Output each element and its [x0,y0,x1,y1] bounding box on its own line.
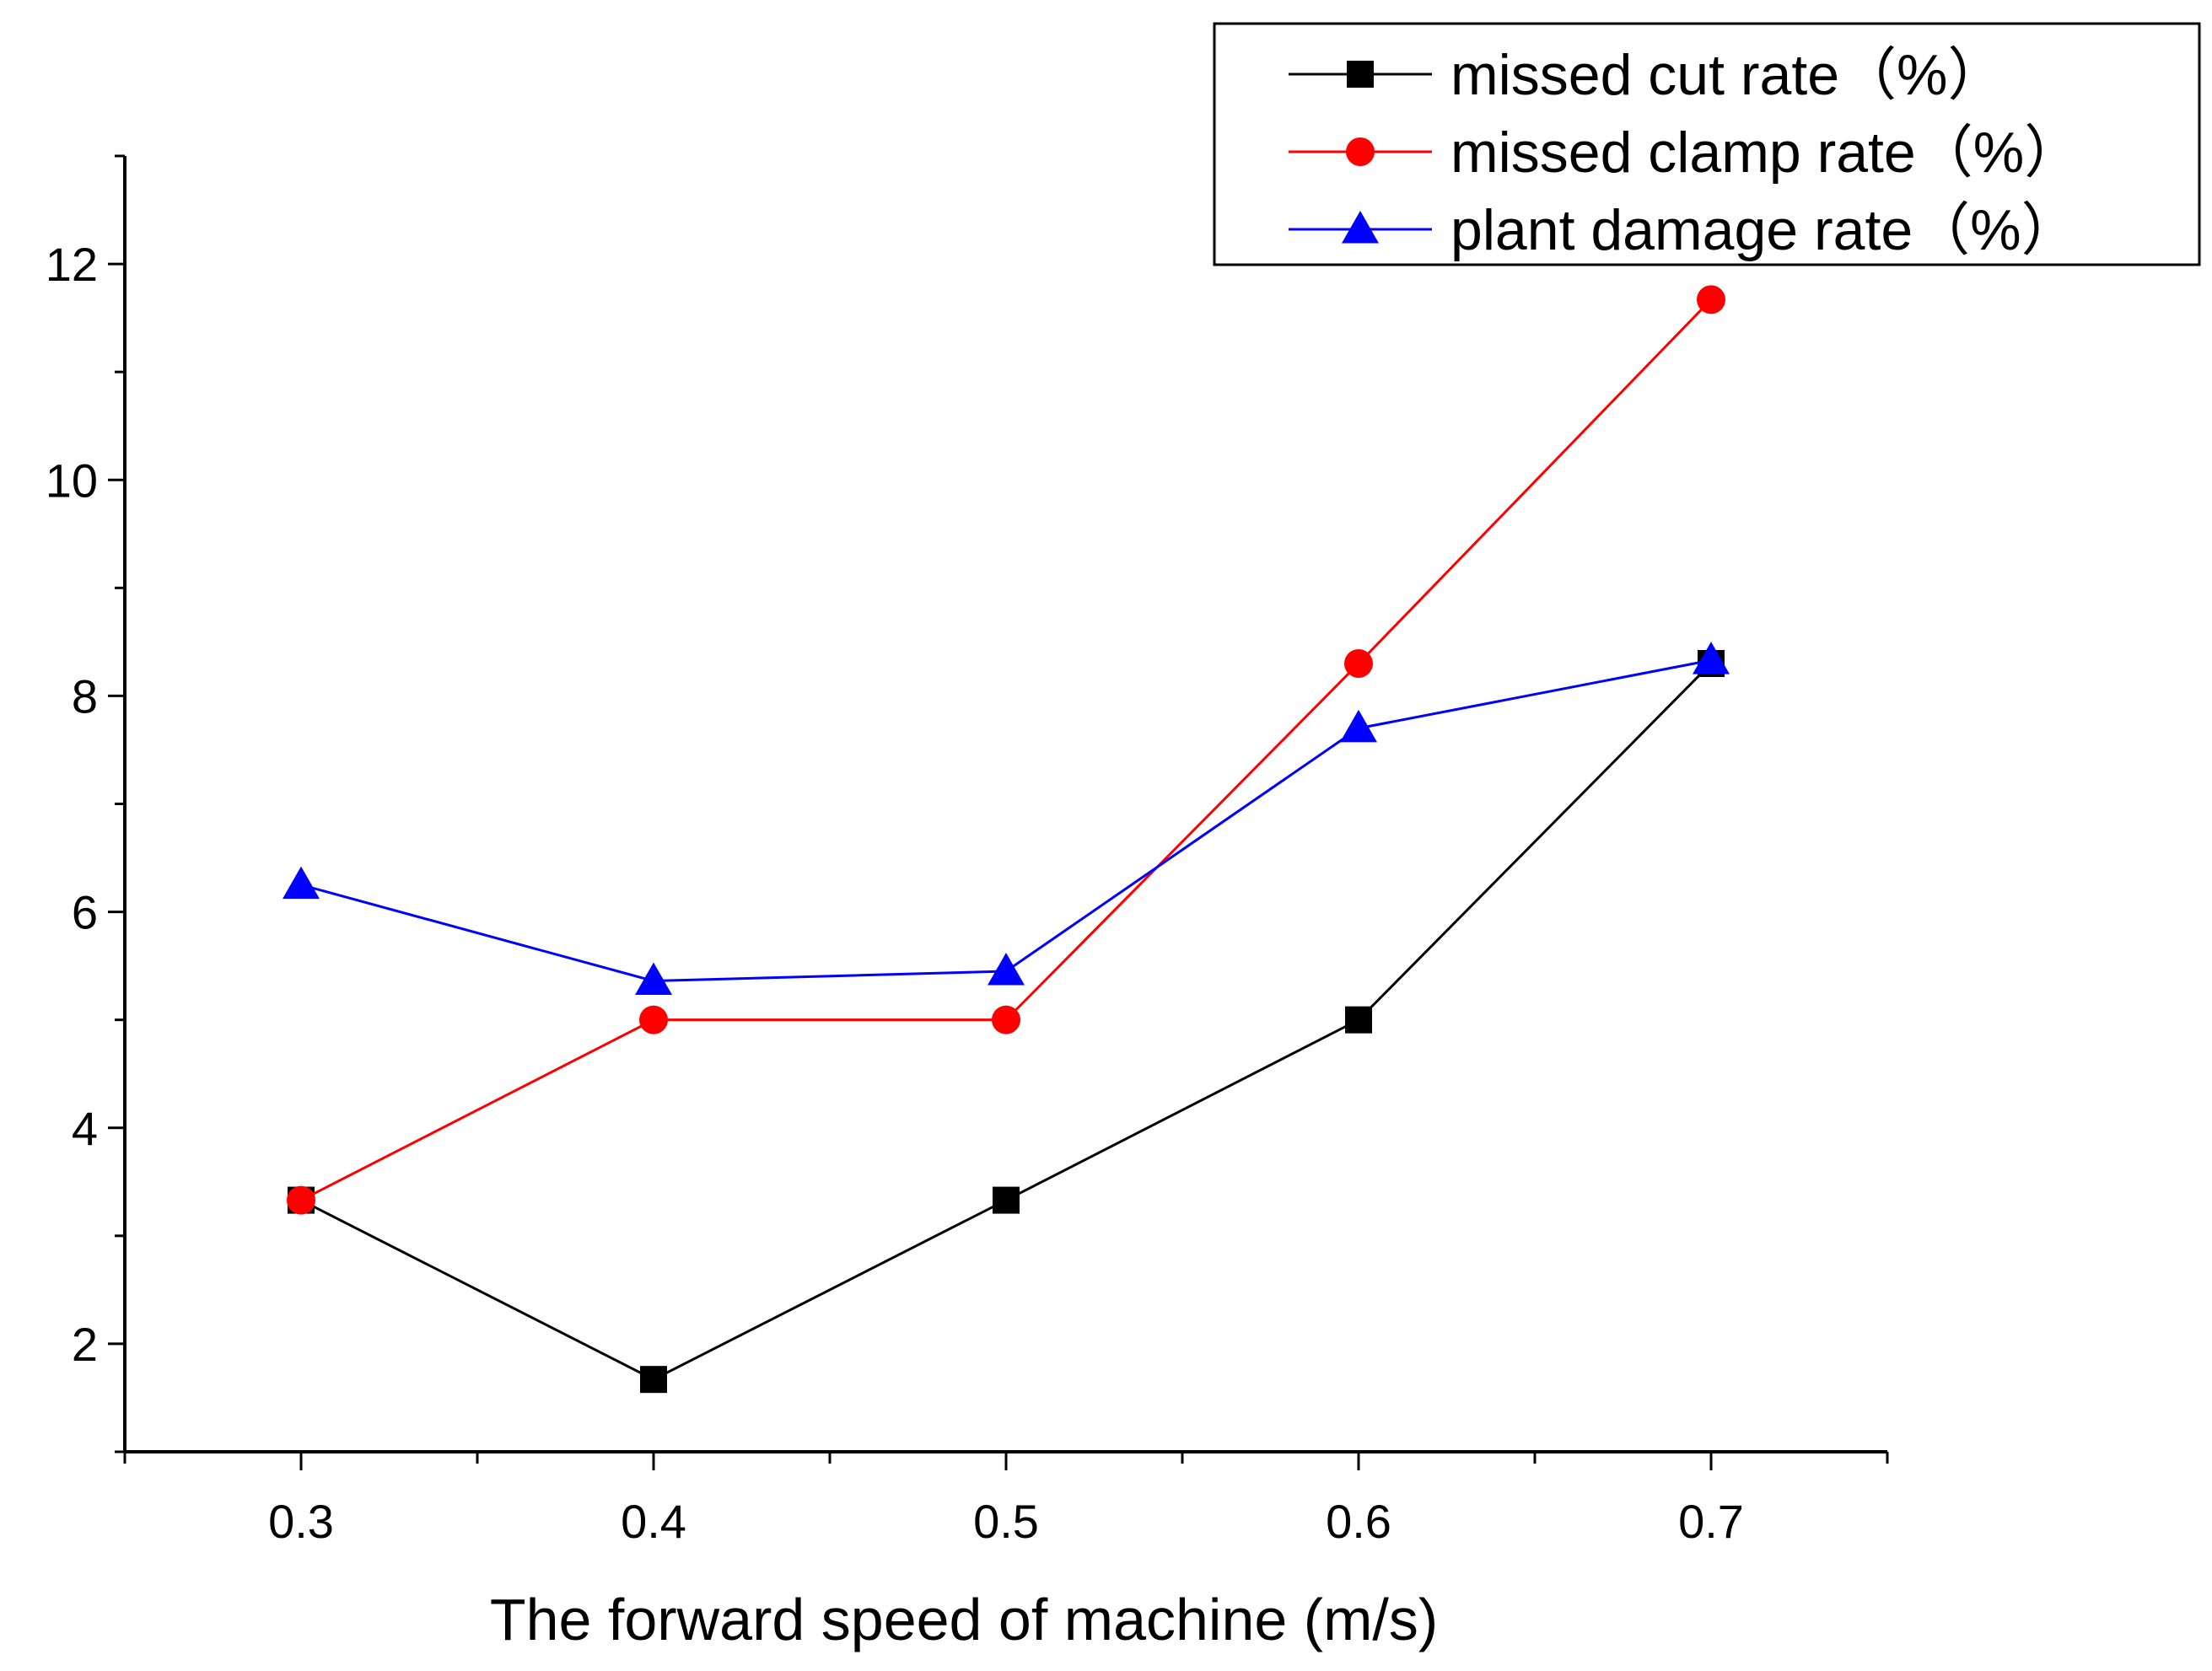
data-point-missed-clamp-rate [992,1005,1020,1034]
legend-label-plant-damage-rate: plant damage rate（%） [1450,198,2079,262]
y-tick-label: 8 [72,669,98,723]
data-point-missed-cut-rate [1345,1006,1372,1034]
x-axis-title: The forward speed of machine (m/s) [490,1587,1438,1652]
ticks [108,154,1889,1470]
data-point-plant-damage-rate [635,962,672,996]
data-point-plant-damage-rate [1340,709,1377,743]
data-point-plant-damage-rate [1693,642,1730,674]
x-tick-label: 0.5 [973,1495,1039,1548]
data-point-plant-damage-rate [988,953,1025,986]
axes [123,156,1887,1453]
data-point-missed-clamp-rate [287,1185,315,1215]
legend-label-missed-cut-rate: missed cut rate（%） [1450,43,2005,107]
y-tick-label: 12 [46,238,98,291]
data-point-missed-clamp-rate [1344,648,1373,678]
legend: missed cut rate（%） missed clamp rate（%） pl… [1213,22,2201,266]
legend-marker-plant-damage-rate [1342,211,1379,244]
y-tick-label: 2 [72,1318,98,1371]
x-tick-label: 0.7 [1678,1495,1744,1548]
legend-label-missed-clamp-rate: missed clamp rate（%） [1450,121,2081,185]
tick-labels: 2 4 6 8 10 12 0.3 0.4 0.5 0.6 0.7 [46,238,1744,1548]
series-plant-damage-rate [283,642,1730,996]
y-tick-label: 6 [72,886,98,939]
series-line-missed-clamp-rate [300,298,1713,1201]
legend-box [1213,22,2201,266]
legend-marker-missed-clamp-rate [1346,137,1375,166]
series-line-plant-damage-rate [300,658,1712,983]
y-tick-label: 10 [46,454,98,507]
series-layer [283,285,1730,1394]
x-tick-label: 0.6 [1326,1495,1391,1548]
data-point-plant-damage-rate [283,866,320,900]
x-tick-label: 0.4 [621,1495,686,1548]
data-point-missed-cut-rate [993,1186,1020,1214]
legend-marker-missed-cut-rate [1347,61,1374,88]
data-point-missed-cut-rate [640,1366,667,1394]
y-tick-label: 4 [72,1102,98,1155]
series-missed-clamp-rate [287,285,1725,1215]
data-point-missed-clamp-rate [639,1005,668,1034]
x-tick-label: 0.3 [268,1495,334,1548]
data-point-missed-clamp-rate [1697,285,1725,314]
